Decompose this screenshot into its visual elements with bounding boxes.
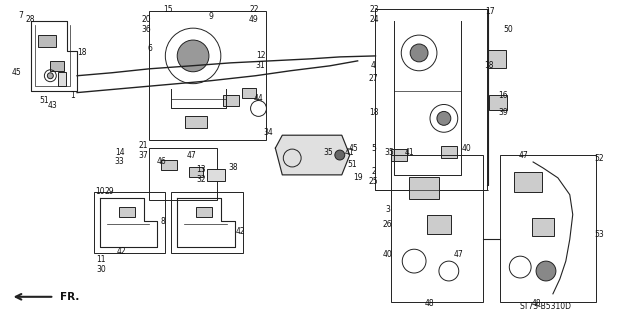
Text: 40: 40 (382, 250, 392, 259)
Bar (189, 167, 203, 177)
Text: 24: 24 (370, 15, 379, 24)
Text: 47: 47 (186, 150, 196, 160)
Text: 36: 36 (142, 25, 151, 34)
Bar (375, 9, 487, 190)
Bar (489, 95, 507, 110)
Text: 28: 28 (26, 15, 35, 24)
Text: 52: 52 (595, 154, 604, 163)
Text: 22: 22 (250, 5, 259, 14)
Text: 18: 18 (483, 61, 493, 70)
Text: 6: 6 (147, 44, 152, 53)
Text: ST73-B5310D: ST73-B5310D (520, 302, 572, 311)
Bar (487, 50, 506, 68)
Text: 40: 40 (462, 144, 471, 153)
Text: 1: 1 (70, 91, 75, 100)
Text: 3: 3 (385, 205, 390, 214)
Bar (241, 88, 255, 98)
Circle shape (437, 111, 451, 125)
Text: 32: 32 (196, 175, 206, 184)
Text: 2: 2 (371, 167, 376, 176)
Text: 48: 48 (532, 299, 541, 308)
Text: 35: 35 (323, 148, 333, 156)
Circle shape (47, 73, 53, 79)
Text: 13: 13 (196, 165, 206, 174)
Bar (171, 192, 243, 253)
Text: 14: 14 (115, 148, 125, 156)
Bar (161, 160, 177, 170)
Text: 45: 45 (349, 144, 358, 153)
Text: 27: 27 (368, 74, 379, 83)
Text: 49: 49 (248, 15, 258, 24)
Bar (391, 155, 483, 302)
Text: 8: 8 (161, 217, 166, 226)
Bar (39, 35, 56, 47)
Text: 5: 5 (371, 144, 376, 153)
Text: 18: 18 (77, 48, 87, 57)
Bar (185, 116, 207, 128)
Text: 45: 45 (12, 68, 21, 77)
Text: 17: 17 (485, 7, 495, 16)
Bar (514, 172, 542, 192)
Bar (409, 177, 439, 199)
Bar (94, 192, 166, 253)
Text: 46: 46 (157, 157, 166, 166)
Text: 50: 50 (504, 25, 513, 34)
Text: 23: 23 (370, 5, 379, 14)
Text: 19: 19 (353, 173, 362, 182)
Text: 18: 18 (368, 108, 378, 117)
Text: 33: 33 (115, 157, 125, 166)
Circle shape (335, 150, 344, 160)
Text: 38: 38 (228, 164, 238, 172)
Text: 26: 26 (382, 220, 392, 229)
Text: 48: 48 (424, 299, 434, 308)
Text: 35: 35 (384, 148, 394, 156)
Text: 41: 41 (404, 148, 414, 156)
Text: 12: 12 (256, 52, 265, 60)
Bar (501, 155, 595, 302)
Text: 30: 30 (96, 265, 106, 274)
Text: 51: 51 (40, 96, 49, 105)
Text: 4: 4 (371, 61, 376, 70)
Text: 9: 9 (209, 12, 214, 21)
Text: 29: 29 (105, 187, 114, 196)
Bar (149, 148, 217, 200)
Text: 25: 25 (368, 177, 379, 186)
Text: 31: 31 (256, 61, 265, 70)
Bar (391, 149, 407, 161)
Text: 7: 7 (18, 11, 23, 20)
Text: 39: 39 (499, 108, 508, 117)
Bar (149, 11, 267, 140)
Text: 11: 11 (96, 255, 106, 264)
Text: 20: 20 (142, 15, 151, 24)
Circle shape (536, 261, 556, 281)
Bar (58, 72, 66, 86)
Circle shape (177, 40, 209, 72)
Text: 41: 41 (345, 148, 355, 156)
Bar (196, 207, 212, 217)
Bar (119, 207, 135, 217)
Circle shape (410, 44, 428, 62)
Text: 53: 53 (595, 230, 604, 239)
Bar (441, 146, 457, 158)
Bar (427, 214, 451, 234)
Text: 15: 15 (164, 5, 173, 14)
Text: 47: 47 (518, 150, 528, 160)
Text: 44: 44 (253, 94, 264, 103)
Text: FR.: FR. (60, 292, 80, 302)
Bar (223, 95, 239, 107)
Bar (532, 219, 554, 236)
Text: 37: 37 (138, 150, 149, 160)
Bar (51, 61, 64, 71)
Bar (207, 169, 225, 181)
Text: 43: 43 (47, 101, 57, 110)
Text: 34: 34 (264, 128, 273, 137)
Text: 16: 16 (499, 91, 508, 100)
Text: 21: 21 (139, 140, 149, 150)
Text: 42: 42 (236, 227, 245, 236)
Text: 51: 51 (347, 160, 356, 170)
Polygon shape (276, 135, 349, 175)
Text: 10: 10 (95, 187, 105, 196)
Text: 42: 42 (117, 247, 126, 256)
Text: 47: 47 (454, 250, 464, 259)
